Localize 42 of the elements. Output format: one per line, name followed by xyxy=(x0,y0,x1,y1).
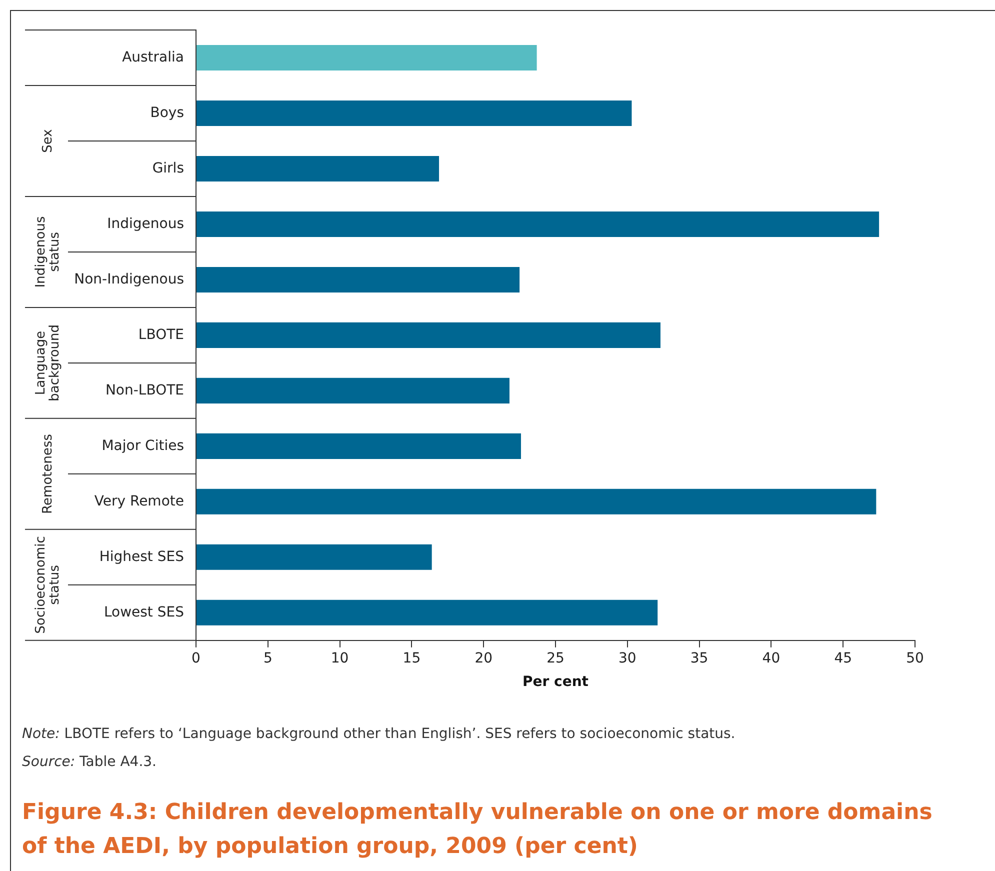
x-tick-label: 20 xyxy=(474,650,493,666)
y-tick-label: Non-LBOTE xyxy=(105,382,184,398)
y-tick-label: Boys xyxy=(150,104,184,121)
x-tick-label: 40 xyxy=(762,650,780,666)
bar xyxy=(196,322,660,348)
x-tick-label: 5 xyxy=(263,650,272,666)
source-note: Source: Table A4.3. xyxy=(22,753,158,772)
bar xyxy=(196,211,880,237)
x-tick-label: 25 xyxy=(546,650,564,666)
x-tick-label: 35 xyxy=(690,650,708,666)
text: Note: LBOTE refers to ‘Language background other than English’. SES refers to socioeconomic status. xyxy=(22,725,736,744)
y-tick-label: Girls xyxy=(152,160,184,176)
text: Socioeconomic status xyxy=(33,536,62,634)
bar xyxy=(196,378,510,404)
bar xyxy=(196,44,537,71)
bar xyxy=(196,266,520,292)
text: Remoteness xyxy=(40,434,56,514)
bar xyxy=(196,600,658,626)
y-tick-label: Very Remote xyxy=(94,493,184,510)
bar xyxy=(196,156,440,182)
text: Sex xyxy=(40,128,56,153)
y-tick-label: Australia xyxy=(122,49,184,66)
x-tick-label: 10 xyxy=(330,650,349,666)
y-tick-label: Lowest SES xyxy=(104,604,184,620)
bar xyxy=(196,488,876,514)
x-tick-label: 45 xyxy=(834,650,852,666)
x-tick-label: 0 xyxy=(192,650,200,666)
y-tick-label: Highest SES xyxy=(99,548,184,565)
bar xyxy=(196,433,521,459)
y-tick-label: Indigenous xyxy=(107,216,184,232)
x-axis-title: Per cent xyxy=(522,674,589,690)
y-tick-label: Non-Indigenous xyxy=(74,271,184,288)
bar xyxy=(196,544,432,570)
x-tick-label: 30 xyxy=(618,650,636,666)
x-tick-label: 15 xyxy=(402,650,421,666)
bar xyxy=(196,100,632,126)
text: Indigenous status xyxy=(33,216,62,288)
y-tick-label: LBOTE xyxy=(138,326,184,343)
text: Figure 4.3: Children developmentally vulnerable on one or more domains of the AEDI, by population group, 2009 (per cent) xyxy=(22,799,934,861)
y-tick-label: Major Cities xyxy=(102,438,184,454)
text: Language background xyxy=(33,324,62,402)
x-tick-label: 50 xyxy=(906,650,924,666)
